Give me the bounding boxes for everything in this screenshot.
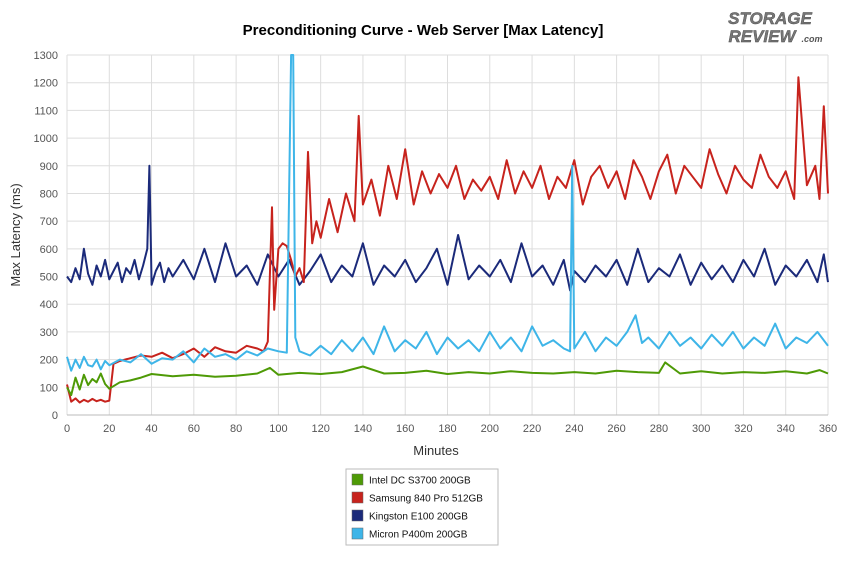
y-tick-label: 500 <box>40 272 58 284</box>
x-tick-label: 140 <box>354 423 372 435</box>
x-tick-label: 180 <box>438 423 456 435</box>
legend-label: Micron P400m 200GB <box>369 530 468 541</box>
legend-label: Samsung 840 Pro 512GB <box>369 494 483 505</box>
chart-title: Preconditioning Curve - Web Server [Max … <box>243 22 604 39</box>
legend-label: Kingston E100 200GB <box>369 512 468 523</box>
y-tick-label: 1300 <box>34 50 58 62</box>
y-tick-label: 1100 <box>34 105 58 117</box>
y-tick-label: 800 <box>40 188 58 200</box>
legend-swatch <box>351 509 364 522</box>
y-tick-label: 400 <box>40 299 58 311</box>
x-axis-ticks: 0 20 40 60 80 100 120 140 160 180 200 220 240 260 280 3… <box>64 423 837 435</box>
y-tick-label: 200 <box>40 355 58 367</box>
series-line-3 <box>66 54 829 372</box>
x-tick-label: 60 <box>188 423 200 435</box>
legend-swatch <box>351 491 364 504</box>
legend-box <box>345 468 499 546</box>
y-tick-label: 1000 <box>34 133 58 145</box>
x-tick-label: 240 <box>565 423 583 435</box>
legend-swatch <box>351 473 364 486</box>
x-tick-label: 360 <box>819 423 837 435</box>
series-line-0 <box>66 361 829 397</box>
x-tick-label: 40 <box>145 423 157 435</box>
y-tick-label: 100 <box>40 382 58 394</box>
legend-swatch <box>351 527 364 540</box>
x-tick-label: 80 <box>230 423 242 435</box>
y-tick-label: 1200 <box>34 78 58 90</box>
y-tick-label: 0 <box>52 410 58 422</box>
x-tick-label: 160 <box>396 423 414 435</box>
x-tick-label: 320 <box>734 423 752 435</box>
y-axis-label: Max Latency (ms) <box>8 183 23 286</box>
series-lines <box>66 54 829 404</box>
x-tick-label: 20 <box>103 423 115 435</box>
x-tick-label: 120 <box>311 423 329 435</box>
logo-line2: REVIEW <box>728 27 797 46</box>
x-tick-label: 0 <box>64 423 70 435</box>
legend-label: Intel DC S3700 200GB <box>369 476 471 487</box>
x-tick-label: 100 <box>269 423 287 435</box>
y-tick-label: 900 <box>40 161 58 173</box>
x-axis-label: Minutes <box>413 443 459 458</box>
gridlines <box>66 54 829 416</box>
y-tick-label: 700 <box>40 216 58 228</box>
x-tick-label: 300 <box>692 423 710 435</box>
site-logo: STORAGE REVIEW .com <box>728 9 823 46</box>
y-axis-ticks: 0 100 200 300 400 500 600 700 800 900 1000 1100 1200… <box>34 50 58 422</box>
series-line-2 <box>66 164 829 292</box>
y-tick-label: 600 <box>40 244 58 256</box>
x-tick-label: 220 <box>523 423 541 435</box>
x-tick-label: 260 <box>607 423 625 435</box>
y-tick-label: 300 <box>40 327 58 339</box>
logo-suffix: .com <box>801 34 822 44</box>
legend: Intel DC S3700 200GB Samsung 840 Pro 512G… <box>345 468 499 546</box>
x-tick-label: 200 <box>481 423 499 435</box>
logo-line1: STORAGE <box>728 9 812 28</box>
x-tick-label: 340 <box>777 423 795 435</box>
x-tick-label: 280 <box>650 423 668 435</box>
